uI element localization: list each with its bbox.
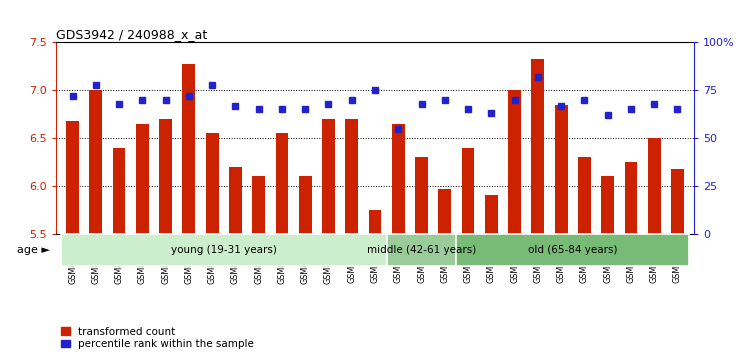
Bar — [485, 195, 498, 234]
Bar — [206, 133, 218, 234]
Bar — [387, 234, 457, 266]
Bar — [671, 169, 684, 234]
Bar — [136, 124, 148, 234]
Bar — [112, 148, 125, 234]
Bar — [416, 157, 428, 234]
Text: GDS3942 / 240988_x_at: GDS3942 / 240988_x_at — [56, 28, 208, 41]
Bar — [322, 119, 334, 234]
Bar — [392, 124, 405, 234]
Bar — [532, 59, 544, 234]
Bar — [439, 189, 452, 234]
Bar — [66, 121, 79, 234]
Bar — [462, 148, 475, 234]
Bar — [555, 105, 568, 234]
Text: middle (42-61 years): middle (42-61 years) — [367, 245, 476, 255]
Text: age ►: age ► — [17, 245, 50, 255]
Bar — [89, 90, 102, 234]
Bar — [298, 176, 311, 234]
Bar — [182, 64, 195, 234]
Bar — [602, 176, 614, 234]
Bar — [509, 90, 521, 234]
Bar — [252, 176, 265, 234]
Bar — [368, 210, 382, 234]
Bar — [625, 162, 638, 234]
Bar — [159, 119, 172, 234]
Bar — [229, 167, 242, 234]
Legend: transformed count, percentile rank within the sample: transformed count, percentile rank withi… — [62, 327, 254, 349]
Text: young (19-31 years): young (19-31 years) — [171, 245, 277, 255]
Bar — [457, 234, 689, 266]
Bar — [275, 133, 288, 234]
Bar — [61, 234, 387, 266]
Bar — [345, 119, 358, 234]
Bar — [578, 157, 591, 234]
Text: old (65-84 years): old (65-84 years) — [528, 245, 617, 255]
Bar — [648, 138, 661, 234]
